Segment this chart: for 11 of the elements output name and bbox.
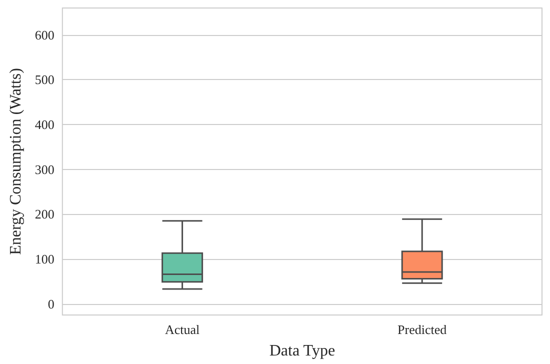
x-axis-title: Data Type bbox=[269, 342, 336, 360]
y-tick-label: 100 bbox=[34, 251, 54, 266]
y-tick-label: 200 bbox=[34, 206, 54, 222]
x-tick-label: Actual bbox=[164, 322, 200, 337]
y-tick-label: 600 bbox=[34, 27, 54, 42]
y-tick-label: 400 bbox=[34, 117, 54, 132]
y-tick-label: 0 bbox=[48, 296, 54, 312]
y-tick-label: 500 bbox=[34, 72, 54, 88]
y-axis-title: Energy Consumption (Watts) bbox=[8, 68, 24, 255]
x-tick-label: Predicted bbox=[398, 322, 448, 337]
y-tick-label: 300 bbox=[34, 162, 54, 177]
